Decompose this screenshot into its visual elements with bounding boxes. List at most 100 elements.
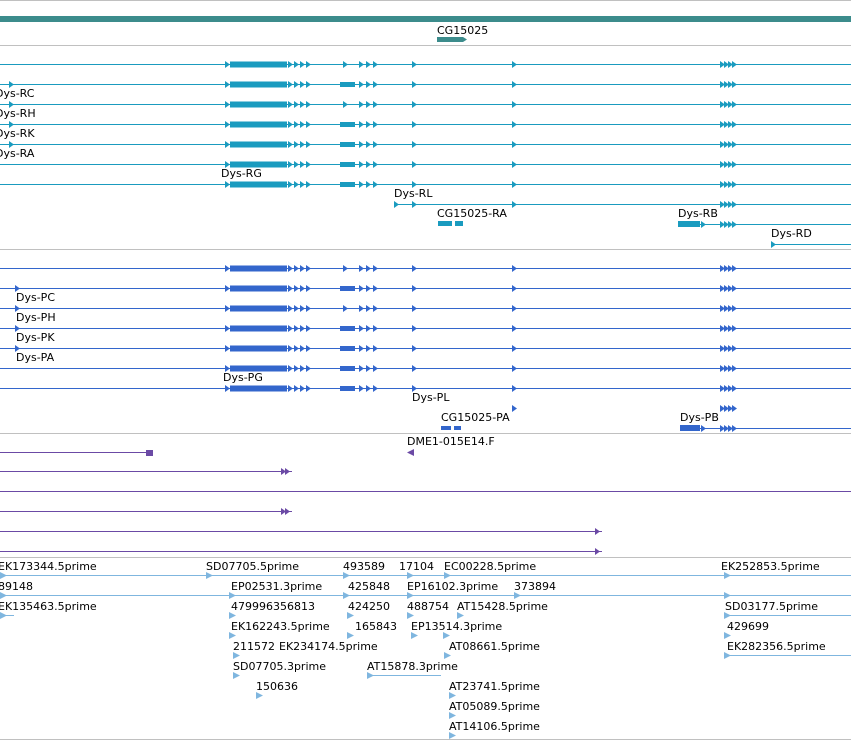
transcript-row[interactable] (0, 81, 851, 88)
est-feature[interactable] (443, 632, 450, 639)
direction-arrow (724, 141, 729, 148)
est-feature[interactable] (449, 692, 456, 699)
est-feature[interactable] (206, 572, 213, 579)
est-feature[interactable] (449, 732, 456, 739)
exon-block (230, 285, 287, 292)
direction-arrow (288, 385, 293, 392)
feature-label: AT23741.5prime (449, 680, 540, 693)
protein-row[interactable] (0, 385, 851, 392)
feature-label: EK173344.5prime (0, 560, 97, 573)
transcript-row[interactable] (394, 201, 851, 208)
protein-row[interactable] (680, 425, 851, 432)
est-feature[interactable] (407, 572, 414, 579)
est-feature[interactable] (343, 572, 350, 579)
mapping-row[interactable] (0, 548, 602, 555)
direction-arrow (512, 385, 517, 392)
est-feature[interactable] (256, 692, 263, 699)
feature-label: AT15878.3prime (367, 660, 458, 673)
gene-feature-cg15025[interactable]: CG15025 (437, 24, 488, 42)
protein-row[interactable] (0, 285, 851, 292)
est-feature[interactable] (444, 652, 451, 659)
transcript-row[interactable] (771, 241, 851, 248)
est-feature[interactable] (343, 592, 350, 599)
direction-arrow (412, 305, 417, 312)
protein-row[interactable] (0, 325, 851, 332)
mapping-row[interactable] (0, 528, 602, 535)
feature-label: 211572 (233, 640, 275, 653)
est-feature[interactable] (367, 672, 441, 679)
direction-arrow (359, 81, 364, 88)
mapping-row[interactable] (0, 450, 153, 456)
est-arrow (444, 572, 451, 579)
est-feature[interactable] (347, 612, 354, 619)
mapping-row[interactable] (0, 508, 292, 515)
est-feature[interactable] (229, 632, 236, 639)
est-feature[interactable] (233, 652, 240, 659)
est-feature[interactable] (347, 632, 354, 639)
transcript-row[interactable] (0, 181, 851, 188)
est-feature[interactable] (724, 592, 731, 599)
direction-arrow (595, 528, 600, 535)
transcript-row[interactable] (678, 221, 851, 228)
est-feature[interactable] (449, 712, 456, 719)
direction-arrow (728, 365, 733, 372)
est-feature[interactable] (407, 612, 414, 619)
direction-arrow (281, 508, 286, 515)
direction-arrow (343, 101, 348, 108)
transcript-row[interactable] (0, 161, 851, 168)
direction-arrow (724, 61, 729, 68)
est-feature[interactable] (233, 672, 240, 679)
feature-label: Dys-PL (412, 391, 450, 404)
est-feature[interactable] (0, 572, 851, 579)
direction-arrow (225, 141, 230, 148)
transcript-row[interactable] (0, 141, 851, 148)
direction-arrow (412, 81, 417, 88)
direction-arrow (720, 221, 725, 228)
exon-block (230, 385, 287, 392)
direction-arrow (512, 325, 517, 332)
direction-arrow (366, 181, 371, 188)
transcript-row[interactable] (0, 101, 851, 108)
transcript-row[interactable] (0, 121, 851, 128)
protein-row[interactable] (0, 265, 851, 272)
mapping-row[interactable] (0, 468, 292, 475)
transcript-row[interactable] (0, 61, 851, 68)
feature-label: SD07705.3prime (233, 660, 326, 673)
est-feature[interactable] (0, 612, 14, 619)
chromosome-bar[interactable] (0, 16, 851, 22)
direction-arrow (225, 345, 230, 352)
est-feature[interactable] (724, 612, 851, 619)
mapping-row[interactable] (407, 449, 414, 456)
protein-row[interactable] (0, 365, 851, 372)
est-feature[interactable] (724, 572, 851, 579)
est-feature[interactable] (411, 632, 418, 639)
direction-arrow (728, 405, 733, 412)
est-arrow (457, 612, 464, 619)
est-feature[interactable] (229, 612, 236, 619)
est-feature[interactable] (457, 612, 464, 619)
protein-row[interactable] (0, 345, 851, 352)
est-arrow (724, 652, 731, 659)
est-feature[interactable] (229, 592, 236, 599)
est-feature[interactable] (724, 632, 731, 639)
est-arrow (367, 672, 374, 679)
protein-row[interactable] (0, 305, 851, 312)
direction-arrow (728, 221, 733, 228)
direction-arrow (732, 221, 737, 228)
protein-row[interactable] (512, 405, 737, 412)
direction-arrow (724, 405, 729, 412)
feature-label: CG15025-RA (437, 207, 507, 220)
direction-arrow (720, 405, 725, 412)
est-feature[interactable] (444, 572, 451, 579)
est-feature[interactable] (514, 592, 851, 599)
exon-block (230, 345, 287, 352)
est-arrow (233, 672, 240, 679)
est-feature[interactable] (724, 652, 851, 659)
est-feature[interactable] (407, 592, 414, 599)
direction-arrow (359, 101, 364, 108)
exon-block (230, 265, 287, 272)
protein-row[interactable] (441, 426, 461, 430)
exon-block (340, 82, 355, 87)
transcript-row[interactable] (438, 221, 463, 226)
